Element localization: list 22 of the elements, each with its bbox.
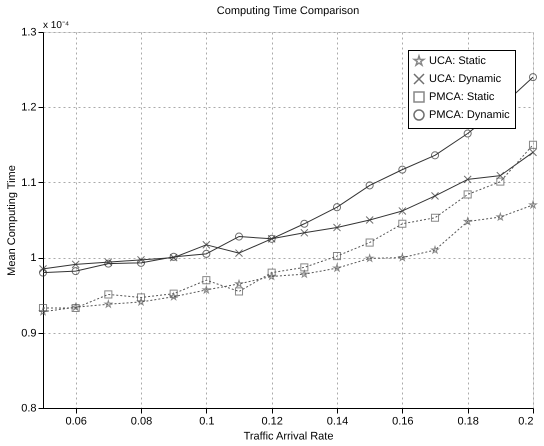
y-tick-label: 0.9	[21, 327, 36, 340]
y-axis-title: Mean Computing Time	[6, 165, 18, 276]
text: x 10⁻⁴	[43, 20, 70, 31]
x-tick-label: 0.06	[65, 416, 87, 428]
y-tick-label: 1	[30, 252, 36, 264]
y-tick-label: 1.3	[21, 26, 36, 38]
legend-label: PMCA: Static	[429, 91, 495, 103]
x-tick-label: 0.16	[392, 416, 414, 428]
y-tick-label: 1.1	[21, 176, 36, 189]
chart-title: Computing Time Comparison	[216, 5, 360, 17]
legend-label: UCA: Dynamic	[429, 73, 502, 85]
y-tick-label: 1.2	[21, 102, 36, 114]
x-tick-label: 0.08	[130, 416, 152, 428]
x-tick-label: 0.18	[457, 416, 479, 428]
x-tick-label: 0.12	[261, 416, 283, 428]
x-tick-label: 0.2	[518, 416, 534, 428]
y-tick-label: 0.8	[21, 402, 36, 414]
legend-label: PMCA: Dynamic	[429, 109, 510, 121]
x-axis-title: Traffic Arrival Rate	[244, 430, 334, 442]
x-tick-label: 0.1	[199, 416, 214, 428]
x-tick-label: 0.14	[326, 416, 348, 428]
legend-label: UCA: Static	[429, 55, 486, 67]
